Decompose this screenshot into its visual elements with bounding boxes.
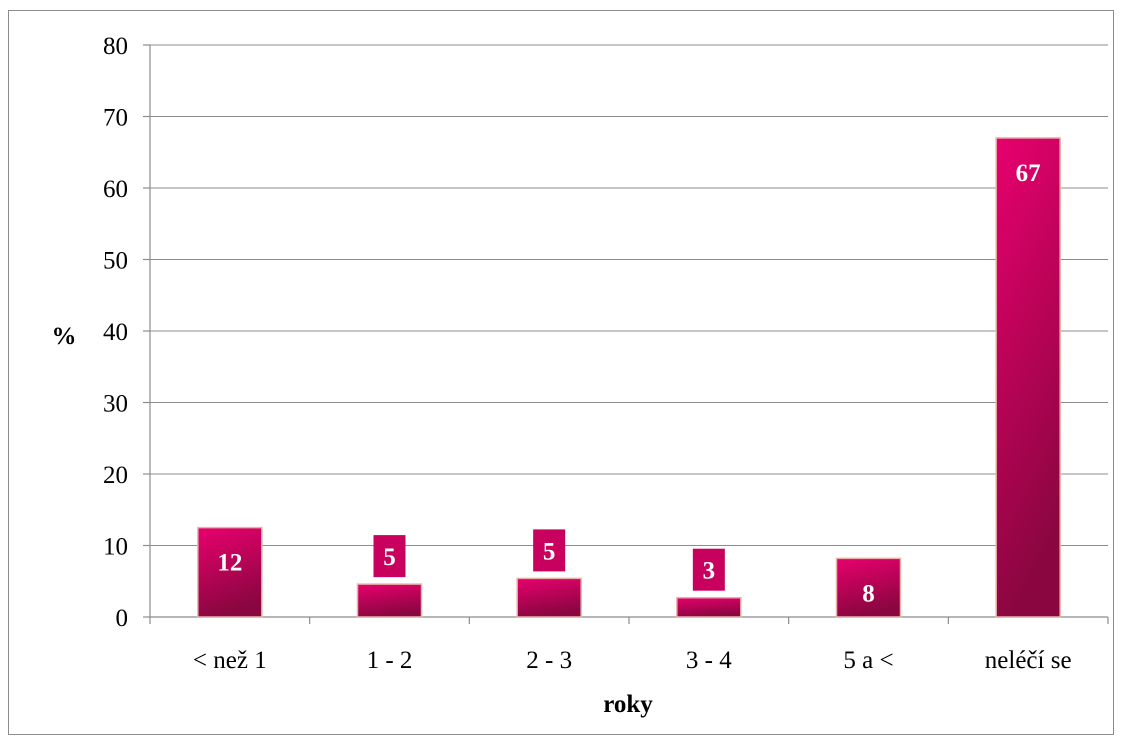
bar bbox=[995, 137, 1061, 618]
data-label-box bbox=[692, 548, 725, 591]
data-label: 5 bbox=[543, 538, 556, 565]
x-tick-label: neléčí se bbox=[985, 647, 1072, 674]
y-tick-label: 10 bbox=[103, 534, 128, 561]
gridlines bbox=[150, 44, 1108, 546]
data-label-box bbox=[373, 535, 406, 578]
data-label: 12 bbox=[217, 550, 242, 577]
data-label: 5 bbox=[383, 544, 396, 571]
bar bbox=[197, 526, 263, 618]
data-label: 3 bbox=[703, 558, 716, 585]
x-tick-label: 1 - 2 bbox=[367, 647, 413, 674]
data-label: 67 bbox=[1016, 160, 1041, 187]
data-label: 8 bbox=[862, 580, 875, 607]
x-axis-title: roky bbox=[603, 691, 653, 718]
bars bbox=[197, 137, 1061, 618]
y-tick-label: 80 bbox=[103, 33, 128, 60]
y-tick-label: 30 bbox=[103, 391, 128, 418]
y-axis-title: % bbox=[52, 323, 77, 350]
y-tick-label: 60 bbox=[103, 176, 128, 203]
y-tick-label: 50 bbox=[103, 248, 128, 275]
x-tick-label: 3 - 4 bbox=[686, 647, 732, 674]
x-tick-label: < než 1 bbox=[193, 647, 267, 674]
data-labels: 12 5 5 3 8 67 bbox=[217, 160, 1040, 607]
x-tick-label: 5 a < bbox=[843, 647, 893, 674]
bar bbox=[676, 596, 742, 618]
y-tick-label: 70 bbox=[103, 105, 128, 132]
x-tick-label: 2 - 3 bbox=[526, 647, 572, 674]
bar bbox=[835, 557, 902, 618]
bar bbox=[356, 583, 423, 618]
y-tick-label: 20 bbox=[103, 462, 128, 489]
bar bbox=[516, 577, 582, 618]
data-label-box bbox=[533, 529, 566, 572]
tick-labels: 0 10 20 30 40 50 60 70 80 < než 1 1 - 2 2 - 3 3 - 4 5… bbox=[103, 33, 1072, 674]
axes bbox=[143, 44, 1109, 624]
y-tick-label: 40 bbox=[103, 319, 128, 346]
y-tick-label: 0 bbox=[116, 605, 129, 632]
